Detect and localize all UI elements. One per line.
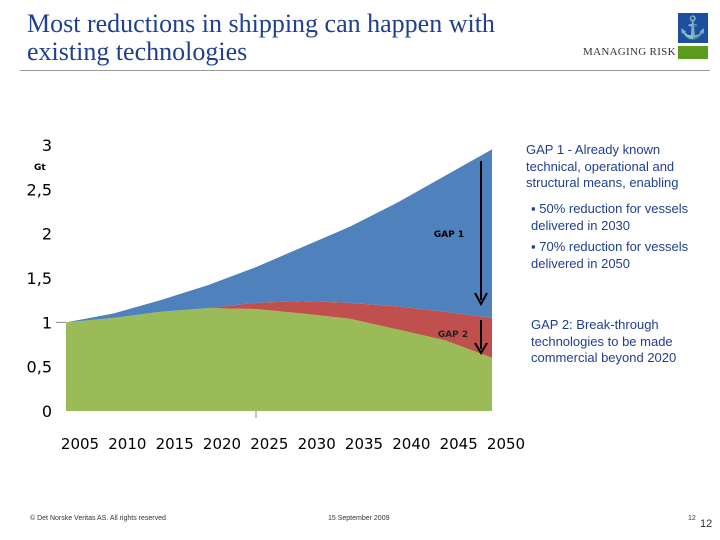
title-divider	[20, 70, 710, 71]
y-tick-label: 3	[42, 136, 52, 155]
y-axis-label: Gt	[34, 163, 46, 173]
gap1-note: GAP 1 - Already known technical, operati…	[526, 142, 679, 190]
page-title: Most reductions in shipping can happen w…	[27, 9, 495, 66]
x-tick-label: 2010	[108, 435, 146, 453]
y-tick-label: 1	[42, 313, 52, 332]
y-tick-label: 2,5	[27, 180, 52, 199]
footer-date: 15 September 2009	[328, 515, 390, 522]
x-tick-label: 2030	[298, 435, 336, 453]
x-tick-label: 2050	[487, 435, 525, 453]
x-tick-label: 2035	[345, 435, 383, 453]
page-number-small: 12	[688, 515, 696, 522]
page-number: 12	[700, 518, 713, 530]
y-tick-label: 2	[42, 225, 52, 244]
gap1-label: GAP 1	[434, 230, 464, 240]
copyright: © Det Norske Veritas AS. All rights rese…	[30, 515, 166, 522]
bullet-1-text: 50% reduction for vessels delivered in 2…	[531, 201, 689, 233]
dnv-logo	[678, 46, 708, 59]
tagline: MANAGING RISK	[583, 46, 676, 58]
x-tick-label: 2040	[392, 435, 430, 453]
bullet-1: ▪ 50% reduction for vessels delivered in…	[531, 201, 689, 233]
anchor-logo-icon: ⚓	[678, 13, 708, 43]
gap2-note: GAP 2: Break-through technologies to be …	[531, 317, 677, 365]
bullet-2-text: 70% reduction for vessels delivered in 2…	[531, 239, 689, 271]
x-tick-label: 2045	[440, 435, 478, 453]
y-tick-label: 0,5	[27, 358, 52, 377]
x-tick-label: 2005	[61, 435, 99, 453]
gap2-arrowhead-icon	[474, 342, 488, 355]
x-tick-label: 2015	[156, 435, 194, 453]
area-series-base	[66, 308, 492, 411]
x-tick-label: 2025	[250, 435, 288, 453]
y-tick-label: 0	[42, 402, 52, 421]
area-series-gap-1	[66, 149, 492, 323]
bullet-2: ▪ 70% reduction for vessels delivered in…	[531, 239, 689, 271]
gap1-arrowhead-icon	[474, 292, 488, 307]
y-tick-label: 1,5	[27, 269, 52, 288]
x-tick-label: 2020	[203, 435, 241, 453]
area-series-gap-2	[66, 301, 492, 358]
gap2-label: GAP 2	[438, 330, 468, 340]
